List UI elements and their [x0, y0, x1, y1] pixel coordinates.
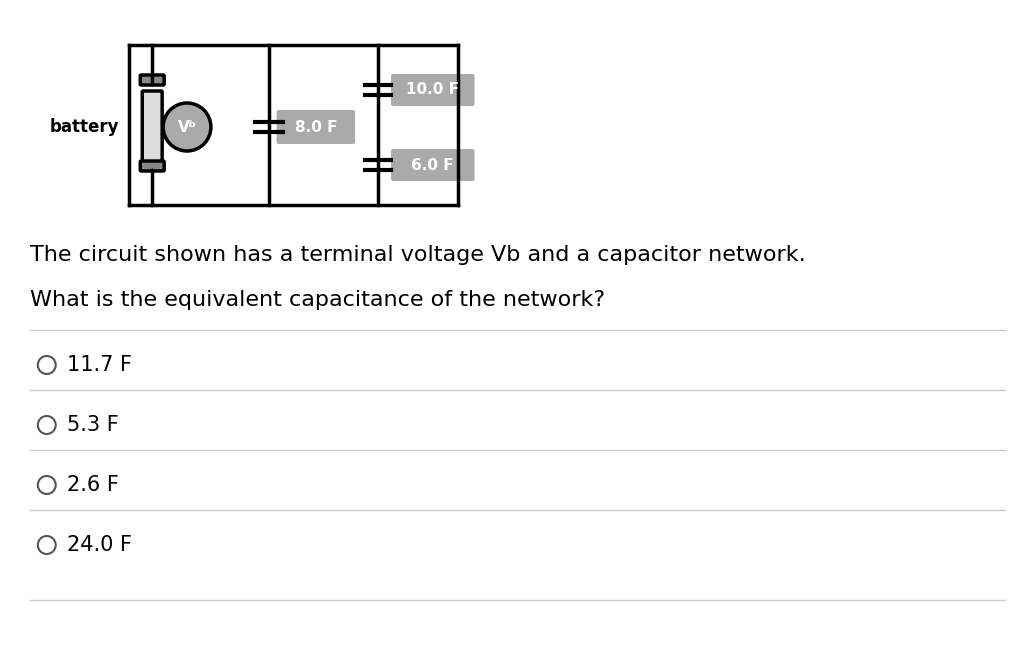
- FancyBboxPatch shape: [391, 74, 474, 106]
- FancyBboxPatch shape: [140, 161, 164, 171]
- Text: 24.0 F: 24.0 F: [67, 535, 132, 555]
- Text: 2.6 F: 2.6 F: [67, 475, 119, 495]
- Text: 11.7 F: 11.7 F: [67, 355, 132, 375]
- FancyBboxPatch shape: [391, 149, 474, 181]
- Text: 8.0 F: 8.0 F: [295, 120, 337, 135]
- FancyBboxPatch shape: [142, 91, 162, 163]
- Circle shape: [163, 103, 211, 151]
- Text: What is the equivalent capacitance of the network?: What is the equivalent capacitance of th…: [30, 290, 605, 310]
- Text: Vᵇ: Vᵇ: [177, 120, 197, 135]
- Text: 10.0 F: 10.0 F: [407, 83, 459, 98]
- Text: battery: battery: [50, 118, 120, 136]
- Text: The circuit shown has a terminal voltage Vb and a capacitor network.: The circuit shown has a terminal voltage…: [30, 245, 806, 265]
- Text: 6.0 F: 6.0 F: [412, 157, 454, 173]
- FancyBboxPatch shape: [140, 75, 164, 85]
- FancyBboxPatch shape: [276, 110, 355, 144]
- Text: 5.3 F: 5.3 F: [67, 415, 119, 435]
